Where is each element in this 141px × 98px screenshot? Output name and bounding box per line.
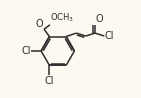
Text: Cl: Cl [105, 31, 114, 41]
Text: Cl: Cl [21, 46, 31, 56]
Text: OCH$_3$: OCH$_3$ [50, 12, 74, 24]
Text: Cl: Cl [45, 76, 54, 86]
Text: O: O [36, 19, 43, 29]
Text: O: O [96, 15, 103, 24]
